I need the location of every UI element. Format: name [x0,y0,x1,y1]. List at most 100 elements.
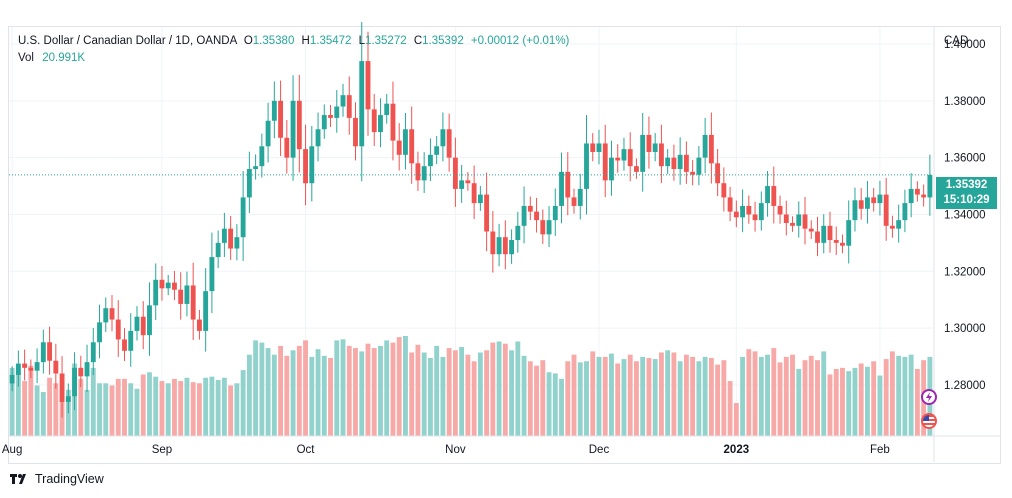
volume-bar [115,378,121,436]
volume-bar [234,383,240,436]
candle [334,106,340,118]
interval-label[interactable]: 1D [175,35,190,47]
volume-bar [15,372,21,436]
candle [84,362,90,377]
candle [221,228,227,243]
candle [109,308,115,320]
x-tick-label: Feb [870,444,890,456]
volume-bar [452,350,458,436]
volume-bar [496,341,502,436]
volume-bar [172,378,177,436]
candle [353,117,358,147]
brand[interactable]: TradingView [10,472,104,486]
volume-bar [877,375,883,436]
volume-bar [521,355,527,436]
volume-bar [559,378,564,436]
candle [634,166,639,172]
candle [365,61,371,110]
candle [808,228,814,232]
volume-bar [527,361,533,436]
volume-bar [840,367,845,436]
candle [484,194,490,232]
volume-bar [683,354,689,436]
candle [290,100,296,158]
candle [577,188,583,206]
candle [122,339,127,351]
candle [496,237,502,255]
candle [296,100,302,150]
volume-bar [821,351,827,436]
volume-bar [371,348,377,436]
volume-bar [334,340,340,436]
volume-bar [571,354,577,436]
candle [72,367,77,397]
volume-bar [271,354,277,436]
volume-bar [577,362,583,436]
candle [652,143,658,152]
volume-bar [827,374,833,436]
flag-icon[interactable] [921,413,937,429]
candle [671,157,677,170]
volume-bar [378,345,383,436]
volume-bar [97,383,102,436]
vol-value: 20.991K [42,52,86,64]
volume-bar [122,378,127,436]
volume-bar [365,343,371,436]
volume-bar [658,352,664,436]
candle [590,143,596,152]
candle [190,285,196,320]
candle [677,154,683,170]
candle [321,115,327,130]
volume-bar [359,351,365,436]
volume-bar [771,348,777,436]
candle [690,171,696,175]
volume-bar [409,352,415,436]
volume-bar [465,354,471,436]
candle [802,214,808,229]
volume-bar [446,348,452,436]
candle [521,205,527,226]
lightning-icon[interactable] [921,389,937,405]
low-value: 1.35272 [365,35,407,47]
volume-bar [671,352,677,436]
candle [846,220,852,246]
volume-bar [615,363,621,436]
volume-bar [727,381,733,436]
volume-bar [296,345,302,436]
volume-bar [421,352,427,436]
candle [658,143,664,167]
volume-bar [190,382,196,436]
y-tick-label: 1.30000 [944,323,986,335]
candle [215,242,221,258]
candle [715,163,721,184]
x-tick-label: Sep [152,444,172,456]
volume-bar [328,357,333,436]
volume-bar [346,345,352,436]
candle [15,363,21,375]
volume-bar [640,356,646,436]
candle [746,205,752,215]
symbol-name[interactable]: U.S. Dollar / Canadian Dollar [18,35,166,47]
candle [409,129,415,164]
candle [871,197,877,204]
volume-bar [783,356,789,436]
volume-bar [90,367,96,436]
volume-bar [634,361,639,436]
candle [502,237,508,255]
candle [571,197,577,206]
volume-bar [914,368,920,436]
volume-bar [609,353,614,436]
candle [921,194,927,198]
volume-bar [290,350,296,436]
candle [865,197,870,209]
volume-bar [384,340,390,436]
candle [527,205,533,212]
volume-bar [502,343,508,436]
candle [415,163,421,181]
candle [852,200,858,221]
candle [840,242,845,246]
candle [565,171,571,198]
volume-bar [178,381,184,436]
volume-bar [740,356,746,436]
